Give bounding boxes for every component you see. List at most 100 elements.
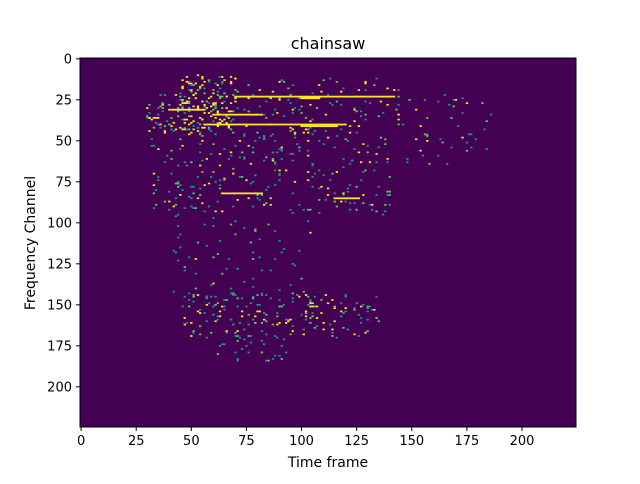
heatmap-cell: [276, 151, 279, 154]
heatmap-cell: [315, 325, 319, 328]
heatmap-cell: [188, 128, 191, 131]
heatmap-cell: [320, 312, 323, 314]
heatmap-cell: [344, 294, 347, 296]
heatmap-cell: [456, 125, 460, 127]
heatmap-cell: [216, 112, 219, 114]
heatmap-cell: [199, 85, 202, 88]
heatmap-cell: [163, 131, 167, 134]
heatmap-cell: [174, 182, 178, 185]
heatmap-cell: [461, 112, 464, 114]
heatmap-cell: [293, 133, 297, 136]
heatmap-cell: [181, 105, 184, 108]
heatmap-cell: [227, 158, 231, 160]
heatmap-cell: [322, 143, 325, 146]
heatmap-cell: [249, 302, 253, 305]
y-tick-label: 75: [55, 175, 72, 190]
heatmap-cell: [245, 125, 248, 127]
heatmap-cell: [320, 299, 323, 301]
y-tick-label: 150: [47, 298, 72, 313]
heatmap-cell: [262, 135, 266, 137]
heatmap-cell: [278, 240, 281, 242]
heatmap-cell: [221, 107, 224, 109]
heatmap-cell: [190, 131, 193, 134]
heatmap-cell: [291, 212, 294, 214]
heatmap-cell: [229, 154, 233, 157]
heatmap-cell: [254, 230, 257, 232]
heatmap-cell: [335, 80, 339, 83]
heatmap-cell: [227, 117, 231, 119]
heatmap-cell: [218, 315, 222, 318]
heatmap-cell: [251, 295, 255, 298]
heatmap-cell: [181, 305, 184, 308]
heatmap-cell: [176, 236, 180, 239]
heatmap-cell: [212, 143, 215, 146]
heatmap-cell: [247, 351, 250, 354]
heatmap-cell: [282, 115, 286, 118]
heatmap-cell: [397, 95, 400, 98]
heatmap-cell: [234, 77, 237, 80]
heatmap-cell: [172, 121, 175, 124]
heatmap-cell: [243, 133, 246, 136]
heatmap-cell: [199, 131, 202, 134]
heatmap-cell: [247, 197, 250, 200]
heatmap-cell: [170, 117, 173, 119]
heatmap-cell: [322, 322, 325, 324]
heatmap-cell: [282, 338, 286, 341]
heatmap-cell: [174, 94, 178, 96]
heatmap-cell: [183, 207, 186, 209]
heatmap-cell: [196, 126, 200, 129]
x-tick-label: 50: [183, 434, 200, 449]
heatmap-streak: [203, 123, 347, 126]
heatmap-cell: [190, 335, 193, 337]
heatmap-cell: [364, 118, 367, 121]
heatmap-cell: [203, 105, 206, 108]
heatmap-cell: [271, 323, 275, 326]
heatmap-cell: [210, 331, 213, 334]
heatmap-cell: [357, 151, 361, 154]
heatmap-cell: [212, 103, 215, 106]
heatmap-cell: [324, 130, 328, 132]
heatmap-cell: [163, 125, 167, 127]
heatmap-cell: [307, 131, 310, 134]
heatmap-cell: [340, 302, 343, 305]
heatmap-cell: [359, 110, 363, 113]
heatmap-cell: [260, 292, 264, 295]
heatmap-cell: [210, 115, 213, 118]
heatmap-cell: [150, 118, 153, 121]
heatmap-cell: [289, 318, 292, 321]
heatmap-cell: [190, 84, 193, 86]
heatmap-cell: [470, 146, 473, 149]
heatmap-cell: [179, 103, 182, 106]
heatmap-cell: [236, 335, 239, 337]
heatmap-cell: [243, 156, 246, 159]
heatmap-cell: [309, 305, 312, 308]
heatmap-cell: [397, 103, 400, 106]
heatmap-cell: [185, 322, 189, 324]
heatmap-cell: [181, 189, 184, 191]
heatmap-cell: [311, 118, 314, 121]
heatmap-cell: [190, 197, 193, 200]
heatmap-cell: [260, 340, 264, 342]
y-tick-label: 200: [47, 380, 72, 395]
heatmap-cell: [243, 158, 246, 160]
heatmap-cell: [192, 125, 195, 127]
heatmap-cell: [152, 172, 156, 175]
heatmap-cell: [364, 113, 367, 116]
heatmap-cell: [280, 148, 283, 150]
heatmap-cell: [249, 182, 253, 185]
heatmap-cell: [278, 174, 281, 177]
heatmap-cell: [386, 87, 389, 90]
heatmap-cell: [174, 203, 178, 206]
y-tick-label: 125: [47, 257, 72, 272]
heatmap-cell: [309, 299, 312, 301]
heatmap-cell: [313, 305, 316, 308]
heatmap-cell: [216, 84, 219, 86]
heatmap-cell: [289, 153, 292, 155]
heatmap-cell: [331, 172, 334, 175]
heatmap-cell: [185, 128, 189, 131]
heatmap-cell: [331, 331, 334, 334]
heatmap-cell: [152, 192, 156, 195]
heatmap-cell: [254, 315, 257, 318]
heatmap-cell: [251, 151, 255, 154]
heatmap-cell: [364, 100, 367, 103]
